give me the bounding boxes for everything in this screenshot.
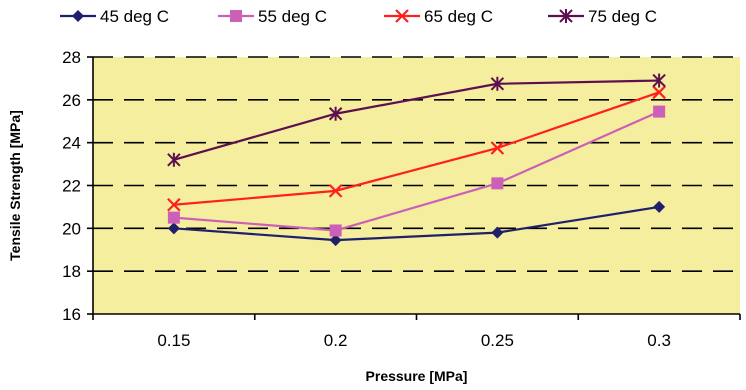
series-line [173, 91, 660, 206]
series-4 [167, 73, 666, 167]
legend-item: 75 deg C [548, 7, 657, 26]
legend-marker [559, 9, 573, 23]
data-point [328, 106, 343, 121]
legend-marker [395, 9, 409, 23]
legend-item: 45 deg C [60, 7, 169, 26]
y-axis-title: Tensile Strength [MPa] [7, 110, 23, 261]
y-tick-label: 26 [62, 91, 81, 110]
y-tick-label: 20 [62, 219, 81, 238]
legend-item: 65 deg C [384, 7, 493, 26]
legend-marker [230, 10, 242, 22]
y-tick-label: 28 [62, 48, 81, 67]
data-point [328, 184, 343, 198]
series-1 [167, 200, 666, 247]
data-point [167, 222, 180, 235]
data-point [653, 200, 666, 213]
data-point [490, 141, 505, 155]
data-point [490, 76, 505, 91]
legend-label: 55 deg C [258, 7, 327, 26]
y-tick-label: 16 [62, 305, 81, 324]
series-line [173, 205, 660, 242]
legend: 45 deg C 55 deg C 65 deg C 75 deg C [60, 7, 657, 26]
x-axis-title: Pressure [MPa] [366, 368, 468, 384]
data-point [652, 85, 666, 100]
y-tick-label: 18 [62, 262, 81, 281]
data-point [167, 197, 181, 212]
series-line [173, 79, 660, 161]
y-tick-label: 24 [62, 134, 81, 153]
data-point [652, 73, 666, 88]
data-point [167, 211, 180, 224]
y-tick-label: 22 [62, 177, 81, 196]
data-point [167, 152, 181, 167]
data-point [491, 177, 504, 190]
data-point [491, 226, 504, 239]
data-point [329, 234, 342, 247]
series-layer [167, 73, 666, 247]
x-tick-label: 0.15 [157, 331, 190, 350]
x-tick-label: 0.2 [324, 331, 348, 350]
x-tick-label: 0.25 [481, 331, 514, 350]
axes: 16 18 20 22 24 26 28 0.15 0.2 0.25 0.3 [62, 48, 741, 350]
x-tick-label: 0.3 [647, 331, 671, 350]
data-point [653, 105, 666, 118]
series-line [173, 110, 660, 232]
legend-label: 65 deg C [424, 7, 493, 26]
series-2 [167, 105, 666, 237]
data-point [329, 224, 342, 237]
legend-marker [72, 10, 84, 22]
legend-label: 45 deg C [100, 7, 169, 26]
legend-label: 75 deg C [588, 7, 657, 26]
legend-item: 55 deg C [218, 7, 327, 26]
series-3 [167, 85, 666, 212]
